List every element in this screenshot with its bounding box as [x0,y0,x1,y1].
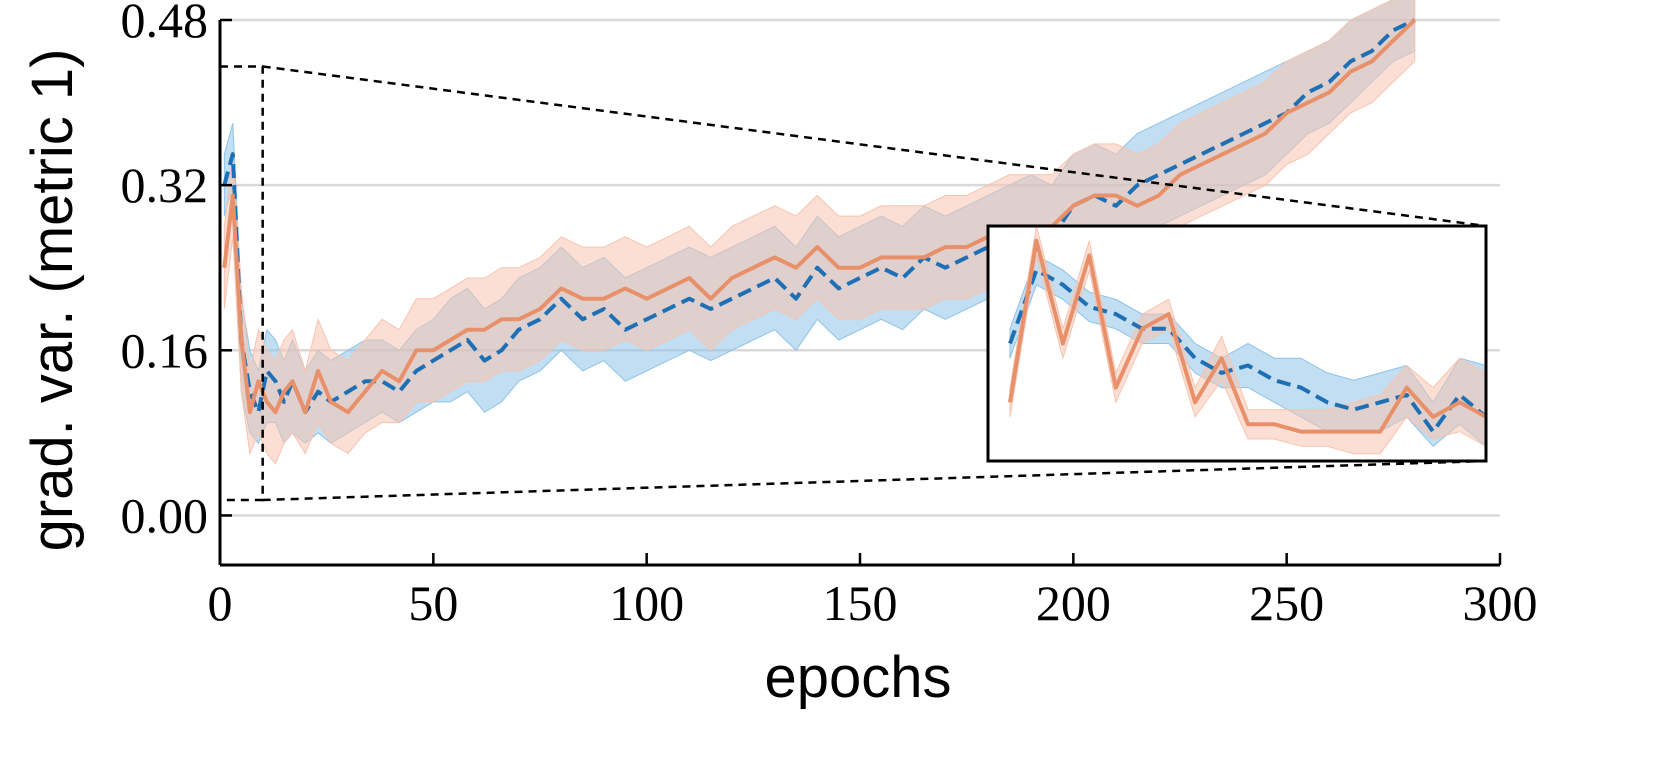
y-tick-label: 0.32 [121,157,209,213]
inset-plot [986,224,1488,463]
x-tick-label: 100 [609,575,684,631]
zoom-connector-top [262,65,1487,228]
y-tick-label: 0.00 [121,487,209,543]
zoom-connector-bottom [262,459,1487,502]
x-tick-label: 50 [408,575,458,631]
x-tick-label: 300 [1463,575,1538,631]
tick-labels: 0 50 100 150 200 250 300 0.00 0.16 0.32 0.48 [121,0,1538,631]
x-axis-label: epochs [764,645,951,710]
inset-line-orange [1008,238,1487,434]
y-tick-label: 0.16 [121,322,209,378]
x-tick-label: 250 [1249,575,1324,631]
axes [218,18,1502,567]
series-line-orange [222,18,1417,415]
series-line-blue [222,18,1416,415]
inset-frame [986,224,1488,463]
series-lines [222,18,1417,415]
x-tick-label: 200 [1036,575,1111,631]
x-tick-label: 0 [208,575,233,631]
inset-line-blue [1008,268,1488,434]
series-band-orange [223,0,1416,465]
y-tick-label: 0.48 [121,0,209,48]
y-axis-label: grad. var. (metric 1) [20,49,85,552]
x-tick-label: 150 [823,575,898,631]
confidence-bands [223,0,1416,465]
